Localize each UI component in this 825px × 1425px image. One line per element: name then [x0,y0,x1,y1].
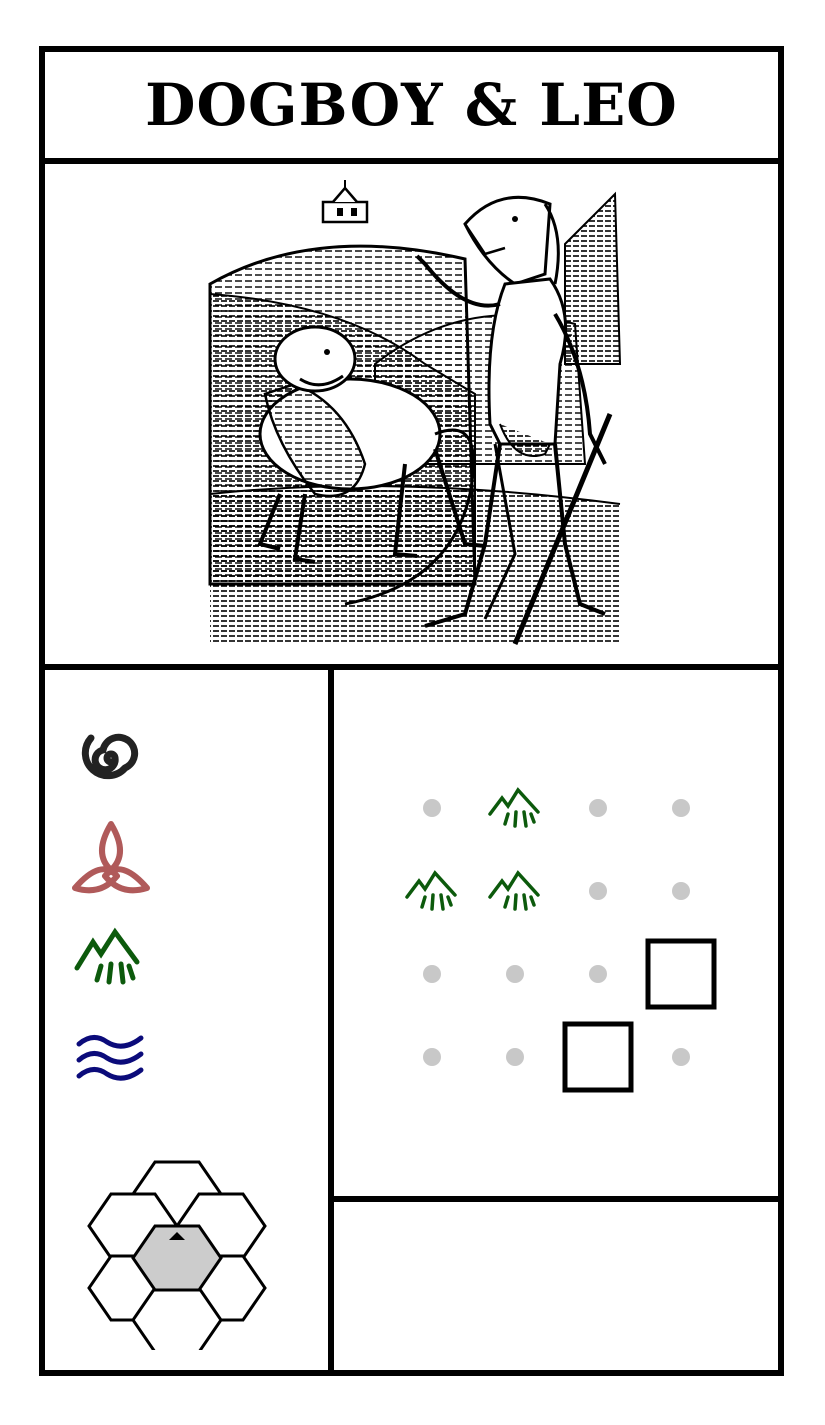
ability-text-panel [334,1202,778,1370]
hex-map [87,1160,267,1350]
grid-dot [672,799,690,817]
mountain-icon [74,927,140,985]
triquetra-icon [72,821,150,894]
grid-mountain-icon [488,870,540,911]
game-card: DOGBOY & LEO [39,46,784,1376]
title-bar: DOGBOY & LEO [45,52,778,164]
card-title: DOGBOY & LEO [145,71,678,139]
grid-dot [506,1048,524,1066]
symbols-column [45,670,334,1370]
woodcut-illustration [208,180,622,645]
grid-dot [423,799,441,817]
grid-dot [672,882,690,900]
grid-dot [506,965,524,983]
pattern-grid [405,787,717,1093]
grid-dot [589,882,607,900]
grid-mountain-icon [405,870,457,911]
grid-square [645,938,717,1010]
grid-square [562,1021,634,1093]
spiral-icon [81,733,139,780]
pattern-grid-panel [334,670,778,1202]
grid-dot [672,1048,690,1066]
grid-dot [589,799,607,817]
grid-dot [423,965,441,983]
water-icon [76,1035,144,1081]
grid-mountain-icon [488,787,540,828]
hex-tile-center [131,1224,223,1292]
center-marker-triangle [169,1232,185,1240]
grid-dot [589,965,607,983]
illustration-panel [45,164,778,670]
grid-dot [423,1048,441,1066]
